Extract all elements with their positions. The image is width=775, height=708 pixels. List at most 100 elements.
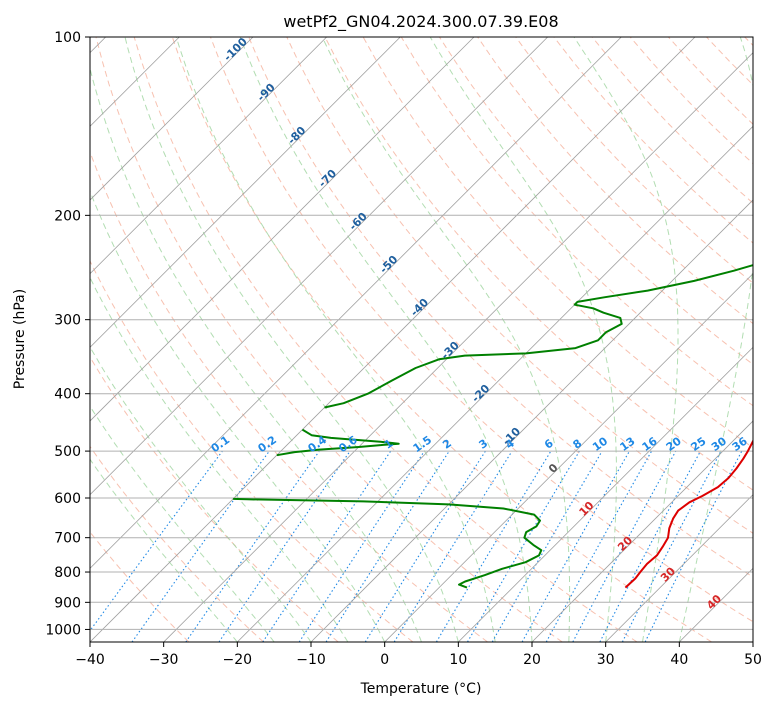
x-tick-label: 50 [744,652,762,668]
dry-adiabat [133,37,638,642]
isotherm [90,37,622,569]
isotherm [310,199,753,642]
mixing-ratio-line [599,450,701,642]
line-labels: 0.1 0.2 0.4 0.6 1 1.5 2 3 4 6 8 10 13 16 20 25 30 36-100-… [209,35,750,612]
moist-adiabat [573,37,679,642]
moist-adiabat [90,405,275,642]
background-lines [90,37,753,642]
isotherm [384,273,753,642]
dry-adiabat [515,37,753,284]
mixing-ratio-line [545,450,653,642]
mixing-ratio-line [393,450,513,642]
isotherm-label: -10 [500,425,523,448]
mixing-ratio-line [325,450,450,642]
x-tick-label: 40 [670,652,688,668]
isotherm-label: -70 [316,167,339,190]
isotherm-label: -100 [221,35,250,64]
dry-adiabat [90,259,414,642]
series-line-1 [233,497,543,589]
dry-adiabat [90,356,339,642]
dry-adiabat [668,37,753,125]
axes: −40 −30 −20 −10 0 10 20 30 40 5010020030040050060… [45,30,762,668]
y-tick-label: 900 [54,595,81,611]
y-tick-label: 1000 [45,622,81,638]
dry-adiabat [95,37,563,642]
mixing-ratio-label: 2 [440,437,454,452]
dry-adiabat [90,445,264,642]
mixing-ratio-line [521,450,630,642]
isotherm [90,37,254,201]
y-tick-label: 200 [54,208,81,224]
x-tick-label: −10 [296,652,326,668]
mixing-ratio-line [572,450,677,642]
isotherm [237,125,753,642]
isotherm-label: -80 [285,124,308,147]
x-tick-label: −20 [223,652,253,668]
plot-frame [89,36,754,643]
y-axis-title: Pressure (hPa) [12,289,28,389]
series-line-0 [624,438,753,589]
dry-adiabat [171,37,712,642]
moist-adiabat [124,37,459,642]
dry-adiabat [90,531,190,642]
x-tick-label: 20 [523,652,541,668]
mixing-ratio-line [185,450,320,642]
chart-title: wetPf2_GN04.2024.300.07.39.E08 [283,12,558,32]
y-tick-label: 500 [54,444,81,460]
isotherm [90,37,548,496]
isotherm [679,567,753,642]
moist-adiabat [678,37,753,642]
x-tick-label: −30 [149,652,179,668]
moist-adiabat [239,37,533,642]
dry-adiabat [553,37,753,244]
mixing-ratio-line [435,450,552,642]
y-tick-label: 800 [54,565,81,581]
isotherm [605,494,753,642]
isotherm [90,37,475,422]
isotherm-label: -20 [469,382,492,405]
isotherm [90,37,401,348]
dry-adiabat [90,150,488,642]
isotherm-label: -60 [347,210,370,233]
mixing-ratio-line [90,450,223,632]
mixing-ratio-label: 6 [542,437,556,452]
isotherm [752,641,753,642]
isotherm-label: 20 [615,534,635,554]
isotherm [458,346,753,642]
dry-adiabat [248,37,753,578]
dry-adiabat [591,37,753,204]
moist-adiabat [90,66,422,642]
isotherm-label: 40 [704,592,724,612]
mixing-ratio-line [467,450,580,642]
isotherm-label: 30 [658,564,678,584]
y-tick-label: 600 [54,491,81,507]
moist-adiabat [429,37,617,642]
isotherm [90,37,327,275]
moist-adiabat [175,37,496,642]
moist-adiabat [321,37,571,642]
moist-adiabat [90,189,386,642]
isotherm [531,420,753,642]
mixing-ratio-line [364,450,486,642]
isotherm [163,52,753,642]
x-tick-label: 0 [380,652,389,668]
mixing-ratio-line [262,450,392,642]
mixing-ratio-line [298,450,425,642]
sounding-series [233,264,753,589]
mixing-ratio-label: 1.5 [411,433,434,455]
dry-adiabat [286,37,753,534]
dry-adiabat [744,37,753,47]
isotherm-label: -50 [377,253,400,276]
x-tick-label: 30 [597,652,615,668]
dry-adiabat [324,37,753,491]
moist-adiabat [90,458,238,642]
x-tick-label: 10 [449,652,467,668]
y-tick-label: 300 [54,313,81,329]
mixing-ratio-line [218,450,351,642]
mixing-ratio-line [131,450,270,642]
y-tick-label: 100 [54,30,81,46]
x-tick-label: −40 [75,652,105,668]
moist-adiabat [90,346,312,642]
series-line-2 [276,428,400,457]
